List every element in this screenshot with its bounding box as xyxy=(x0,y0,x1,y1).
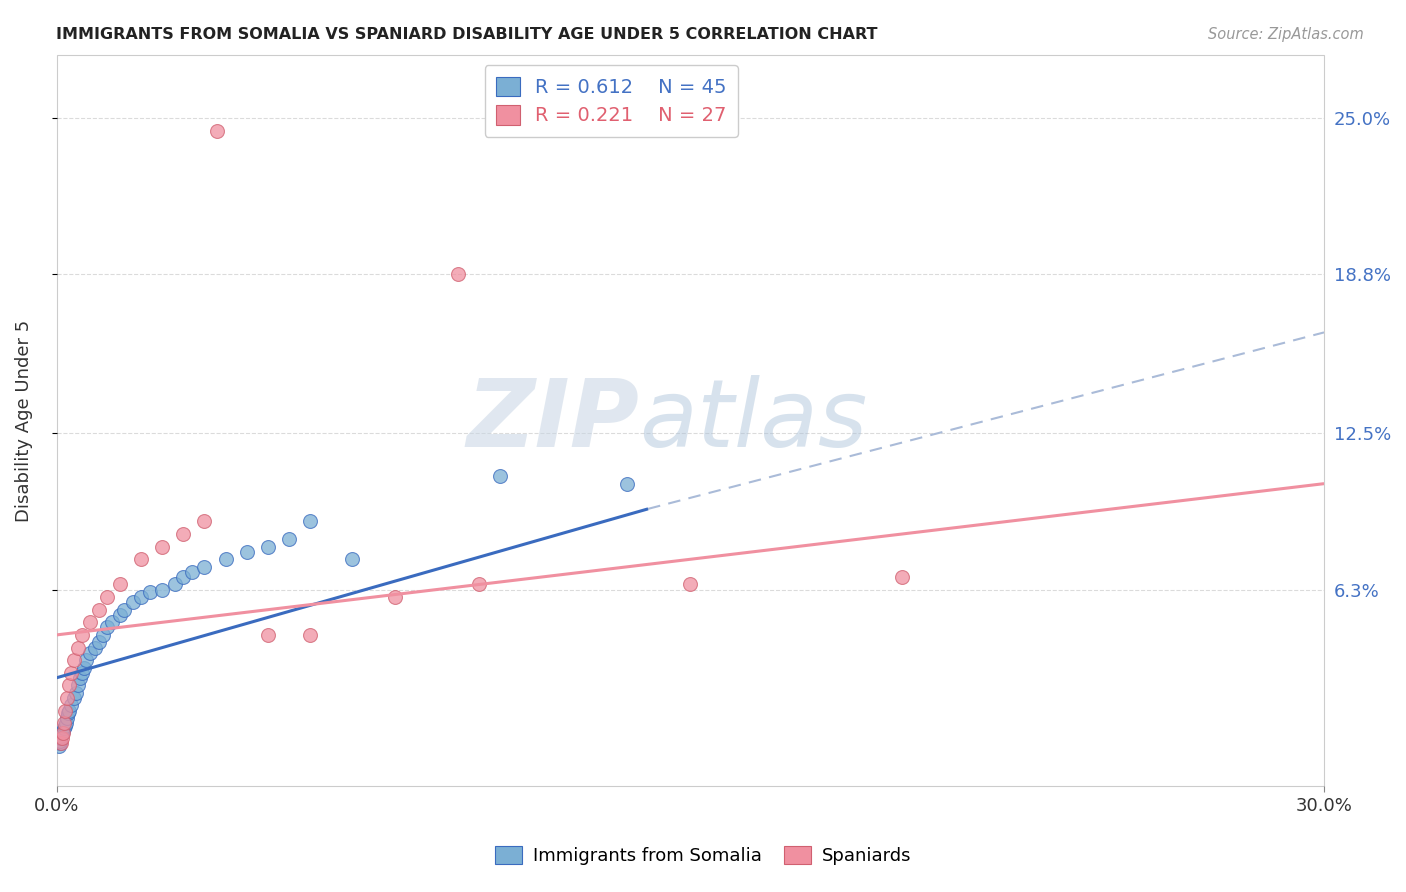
Text: atlas: atlas xyxy=(640,376,868,467)
Point xyxy=(66,640,89,655)
Point xyxy=(278,532,301,546)
Point xyxy=(112,603,135,617)
Point xyxy=(87,603,110,617)
Text: ZIP: ZIP xyxy=(467,375,640,467)
Point xyxy=(150,540,173,554)
Point xyxy=(51,726,73,740)
Point xyxy=(62,653,84,667)
Point xyxy=(55,716,77,731)
Point xyxy=(384,590,406,604)
Point xyxy=(299,515,322,529)
Legend: Immigrants from Somalia, Spaniards: Immigrants from Somalia, Spaniards xyxy=(488,838,918,872)
Point xyxy=(342,552,364,566)
Point xyxy=(58,678,80,692)
Point xyxy=(214,552,236,566)
Point xyxy=(121,595,143,609)
Point xyxy=(257,540,280,554)
Point xyxy=(53,719,76,733)
Point xyxy=(75,653,97,667)
Point xyxy=(100,615,122,630)
Point xyxy=(108,607,131,622)
Point xyxy=(53,716,76,731)
Point xyxy=(70,665,93,680)
Point xyxy=(193,559,215,574)
Point xyxy=(48,739,70,753)
Point xyxy=(49,736,72,750)
Point xyxy=(48,736,70,750)
Point xyxy=(53,721,76,735)
Bar xyxy=(56,55,1324,786)
Point xyxy=(257,628,280,642)
Point xyxy=(83,640,105,655)
Point xyxy=(96,590,118,604)
Point xyxy=(129,590,152,604)
Point xyxy=(138,585,160,599)
Point xyxy=(172,527,194,541)
Point xyxy=(193,515,215,529)
Point xyxy=(129,552,152,566)
Point xyxy=(91,628,114,642)
Point xyxy=(51,731,73,746)
Point xyxy=(150,582,173,597)
Point xyxy=(108,577,131,591)
Point xyxy=(79,646,101,660)
Point xyxy=(58,706,80,720)
Point xyxy=(52,726,75,740)
Y-axis label: Disability Age Under 5: Disability Age Under 5 xyxy=(15,319,32,522)
Point xyxy=(235,545,257,559)
Point xyxy=(49,733,72,747)
Point xyxy=(49,729,72,743)
Point xyxy=(60,665,83,680)
Point xyxy=(60,698,83,713)
Point xyxy=(96,620,118,634)
Point xyxy=(53,704,76,718)
Point xyxy=(205,124,228,138)
Point xyxy=(69,671,91,685)
Point xyxy=(52,723,75,738)
Text: Source: ZipAtlas.com: Source: ZipAtlas.com xyxy=(1208,27,1364,42)
Point xyxy=(70,628,93,642)
Point xyxy=(62,690,84,705)
Point xyxy=(890,570,912,584)
Point xyxy=(58,704,80,718)
Point xyxy=(49,731,72,746)
Point xyxy=(180,565,202,579)
Point xyxy=(447,268,470,282)
Point xyxy=(66,678,89,692)
Point xyxy=(56,690,79,705)
Point xyxy=(299,628,322,642)
Point xyxy=(73,661,96,675)
Point xyxy=(489,469,512,483)
Point xyxy=(172,570,194,584)
Point xyxy=(679,577,702,591)
Point xyxy=(616,476,638,491)
Point xyxy=(56,711,79,725)
Point xyxy=(468,577,491,591)
Point xyxy=(163,577,186,591)
Legend: R = 0.612    N = 45, R = 0.221    N = 27: R = 0.612 N = 45, R = 0.221 N = 27 xyxy=(485,65,738,137)
Text: IMMIGRANTS FROM SOMALIA VS SPANIARD DISABILITY AGE UNDER 5 CORRELATION CHART: IMMIGRANTS FROM SOMALIA VS SPANIARD DISA… xyxy=(56,27,877,42)
Point xyxy=(65,686,87,700)
Point xyxy=(79,615,101,630)
Point xyxy=(87,635,110,649)
